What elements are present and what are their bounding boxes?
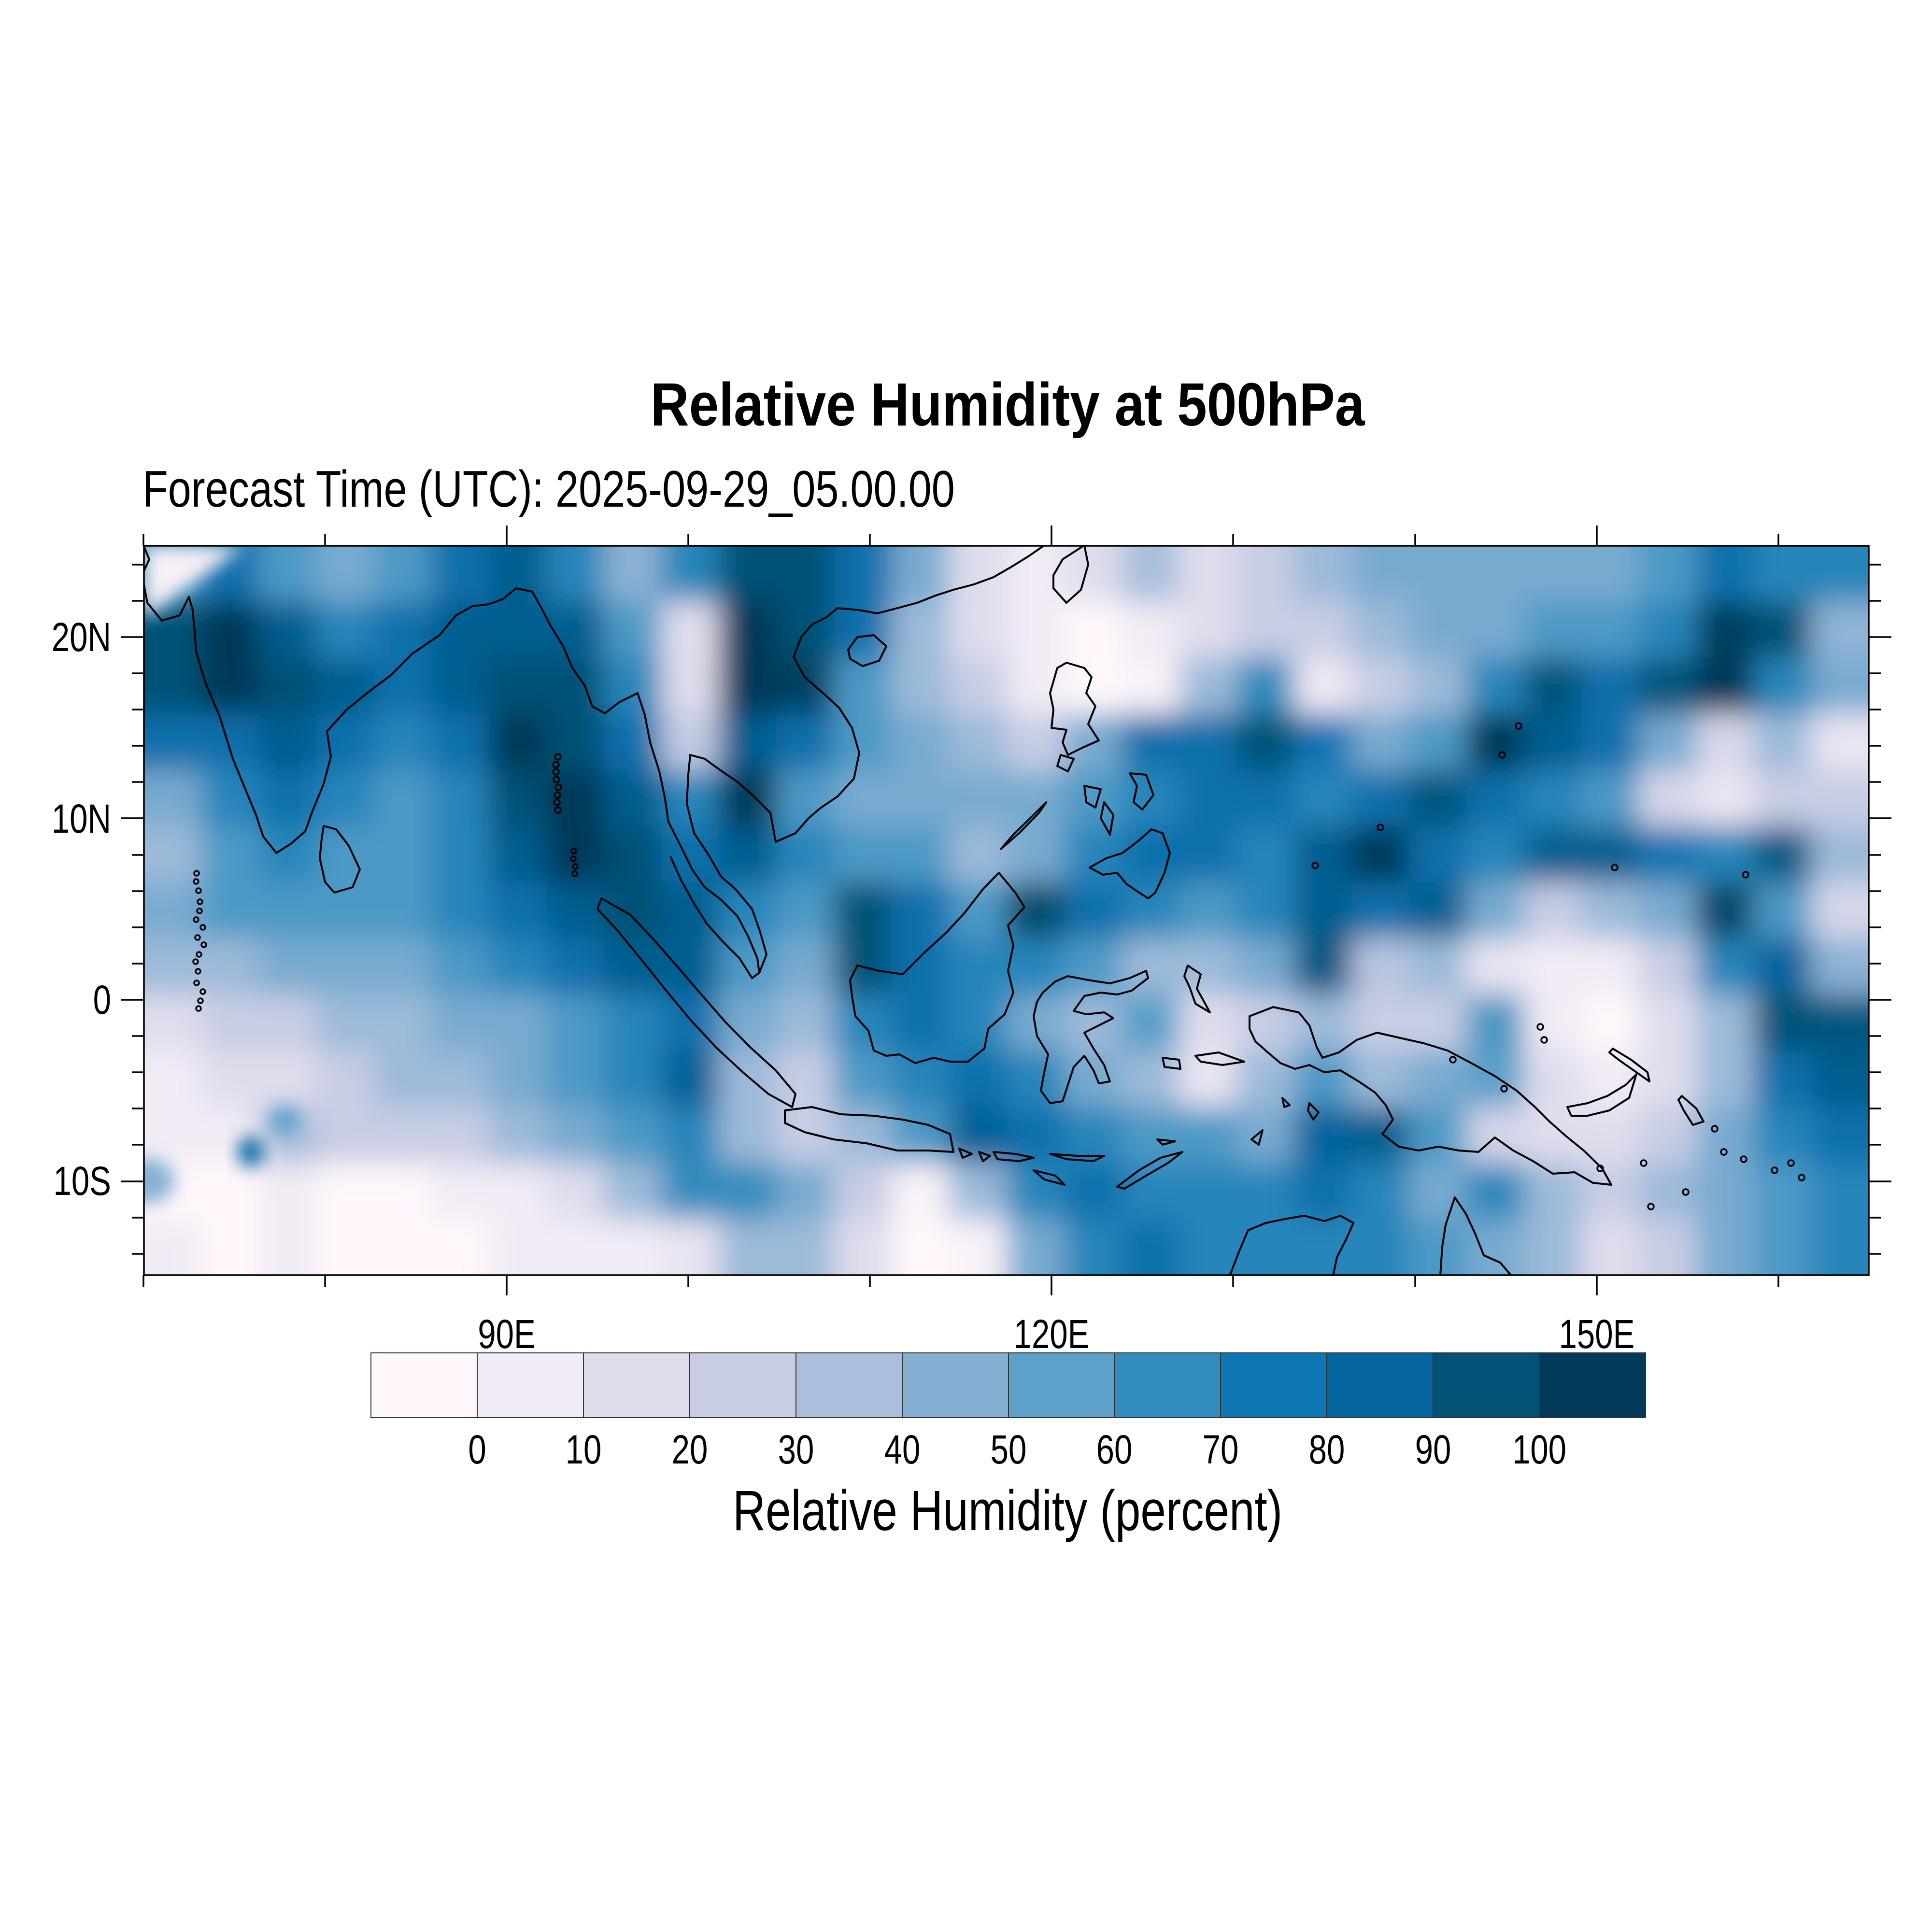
svg-text:10: 10 (566, 1427, 602, 1473)
svg-text:150E: 150E (1559, 1312, 1635, 1357)
svg-text:10N: 10N (52, 796, 111, 842)
svg-text:60: 60 (1096, 1427, 1133, 1473)
svg-text:20N: 20N (52, 615, 111, 660)
svg-text:0: 0 (93, 978, 111, 1023)
svg-text:100: 100 (1512, 1427, 1566, 1473)
svg-text:Forecast Time (UTC): 2025-09-2: Forecast Time (UTC): 2025-09-29_05.00.00 (142, 460, 955, 518)
svg-text:30: 30 (778, 1427, 814, 1473)
svg-text:0: 0 (468, 1427, 486, 1473)
svg-text:20: 20 (672, 1427, 708, 1473)
svg-text:120E: 120E (1014, 1312, 1090, 1357)
svg-text:Relative Humidity (percent): Relative Humidity (percent) (733, 1478, 1282, 1543)
svg-text:40: 40 (884, 1427, 921, 1473)
svg-text:50: 50 (991, 1427, 1027, 1473)
svg-text:80: 80 (1309, 1427, 1345, 1473)
svg-text:70: 70 (1203, 1427, 1239, 1473)
svg-text:Relative Humidity at 500hPa: Relative Humidity at 500hPa (651, 371, 1365, 439)
svg-text:10S: 10S (53, 1159, 111, 1204)
svg-text:90: 90 (1415, 1427, 1451, 1473)
svg-text:90E: 90E (478, 1312, 536, 1357)
